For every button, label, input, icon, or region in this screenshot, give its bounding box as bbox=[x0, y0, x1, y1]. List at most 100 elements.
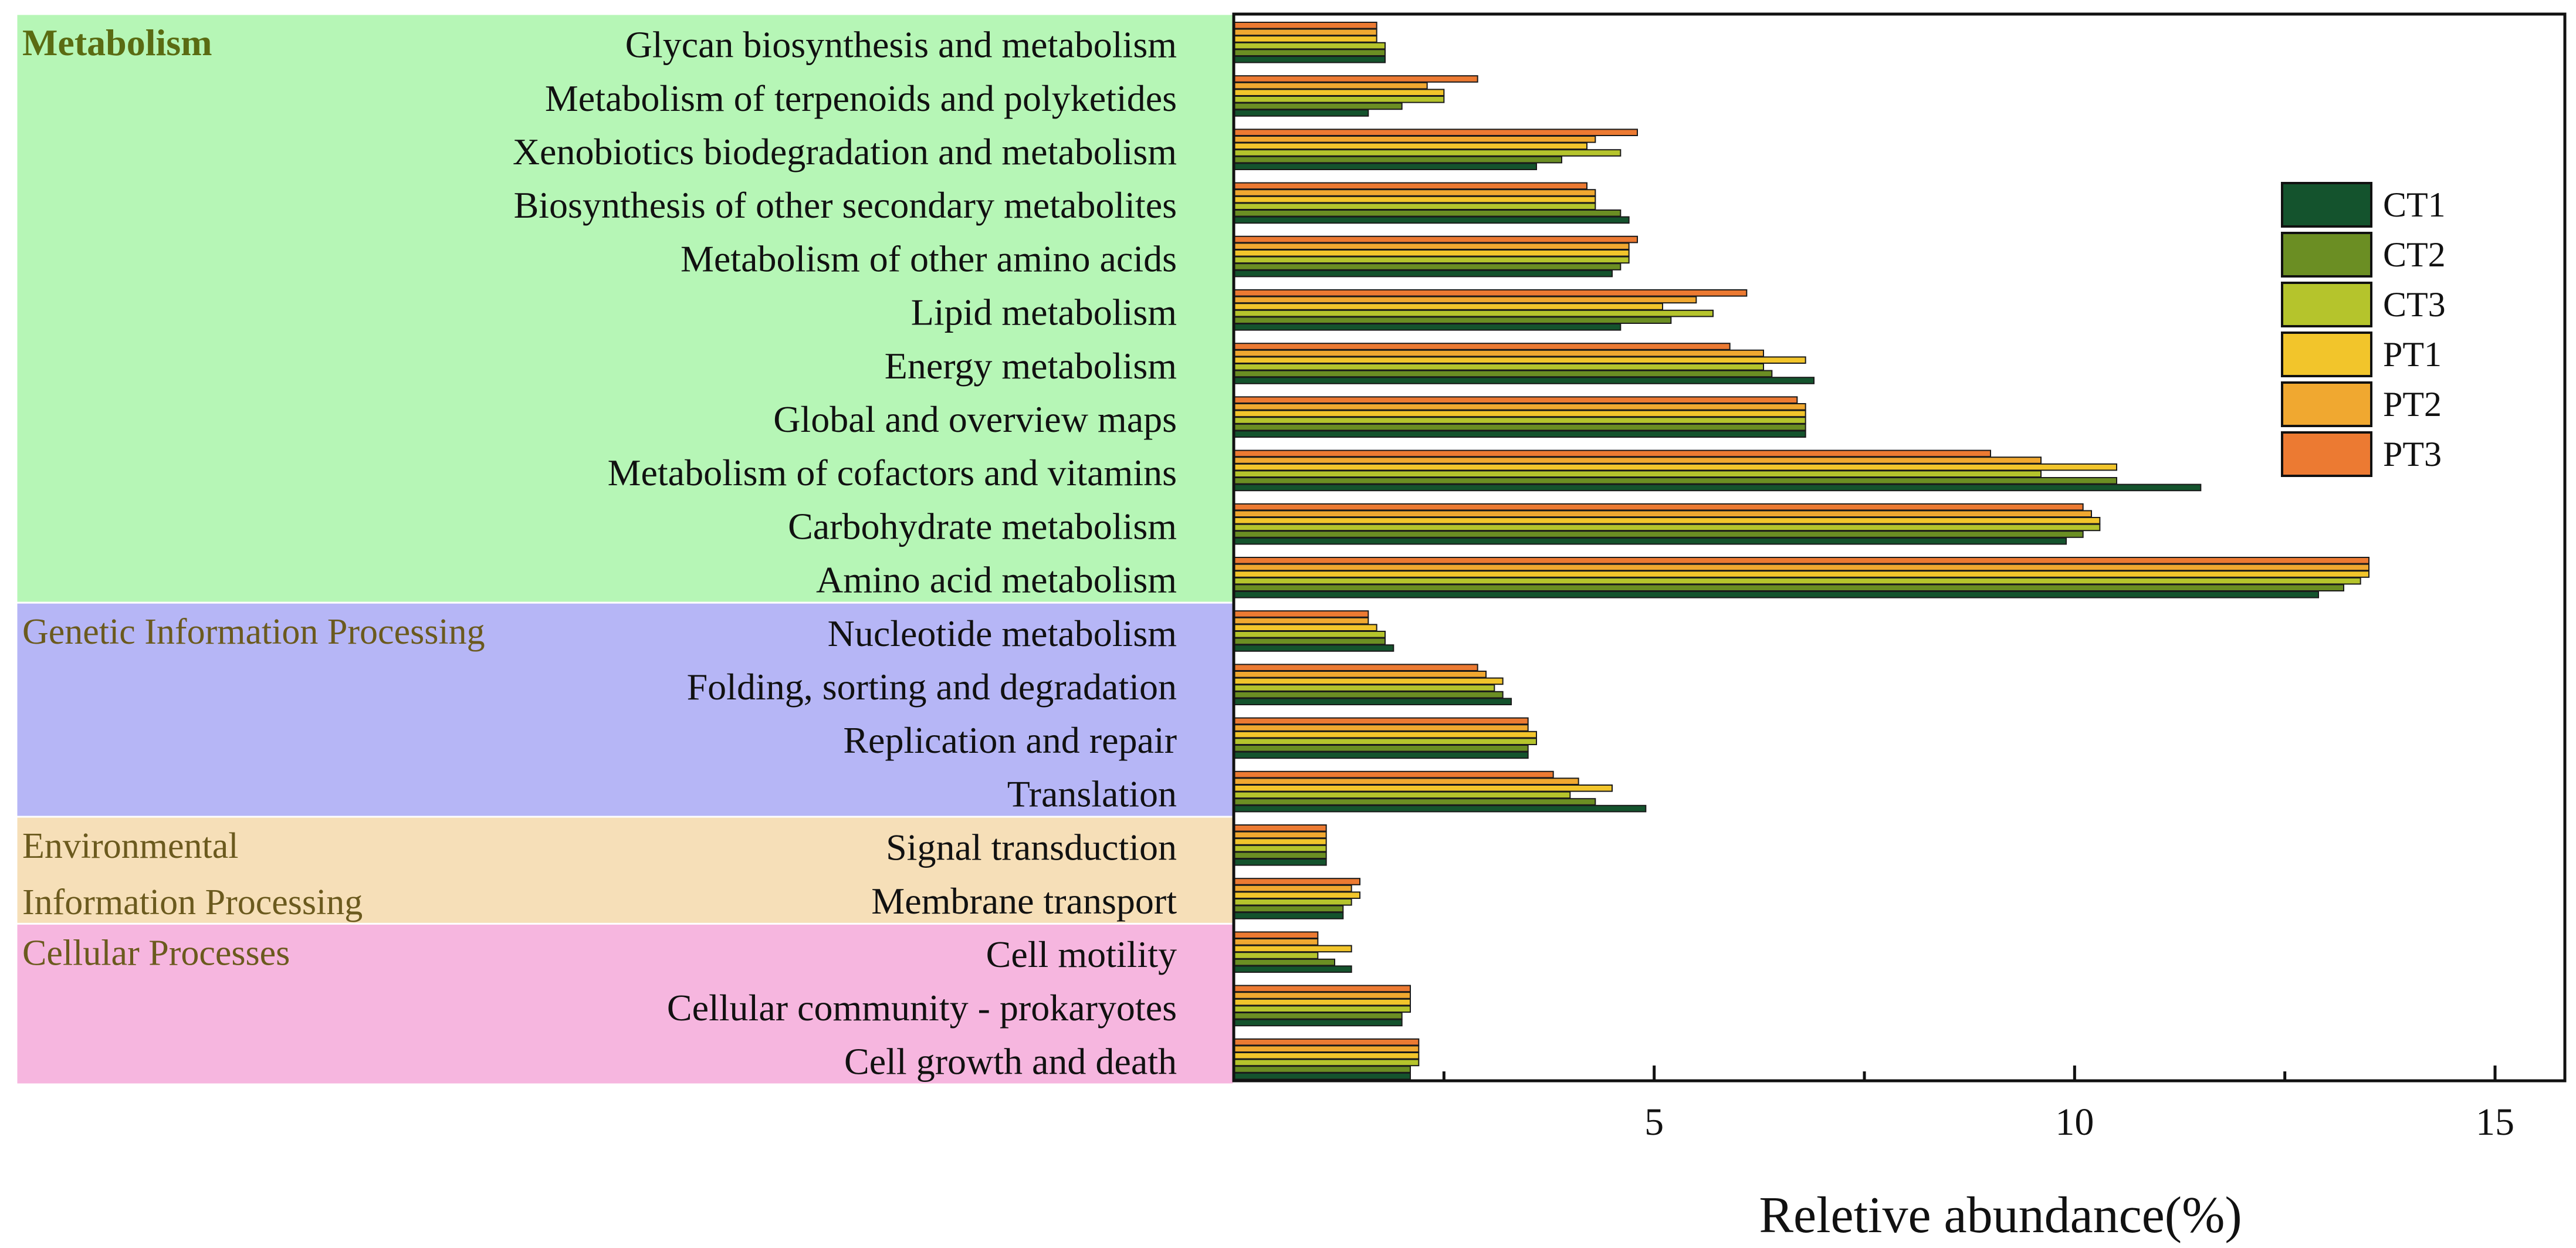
bar-pt1 bbox=[1233, 463, 2117, 471]
bar-pt1 bbox=[1233, 89, 1445, 96]
pathway-label: Metabolism of other amino acids bbox=[681, 238, 1177, 279]
bar-ct1 bbox=[1233, 430, 1806, 438]
pathway-label: Biosynthesis of other secondary metaboli… bbox=[514, 184, 1177, 226]
pathway-label: Global and overview maps bbox=[773, 398, 1177, 440]
bar-pt3 bbox=[1233, 449, 1991, 458]
bar-pt3 bbox=[1233, 557, 2369, 564]
bar-ct1 bbox=[1233, 56, 1386, 63]
x-tick-label: 15 bbox=[2476, 1101, 2514, 1144]
legend-swatch bbox=[2281, 282, 2372, 327]
bar-ct2 bbox=[1233, 423, 1806, 431]
bar-ct3 bbox=[1233, 952, 1319, 959]
bar-pt1 bbox=[1233, 838, 1327, 845]
legend-swatch bbox=[2281, 332, 2372, 377]
bar-ct3 bbox=[1233, 96, 1445, 103]
bar-ct1 bbox=[1233, 965, 1352, 973]
bar-ct2 bbox=[1233, 155, 1562, 164]
bar-ct2 bbox=[1233, 1066, 1411, 1073]
bar-pt3 bbox=[1233, 343, 1731, 350]
x-axis-title: Reletive abundance(%) bbox=[1759, 1187, 2242, 1244]
bar-ct2 bbox=[1233, 316, 1672, 324]
bar-pt2 bbox=[1233, 189, 1596, 197]
pathway-label: Lipid metabolism bbox=[911, 292, 1177, 333]
pathway-label: Cellular community - prokaryotes bbox=[667, 987, 1177, 1029]
bar-pt2 bbox=[1233, 831, 1327, 839]
bar-ct3 bbox=[1233, 738, 1537, 746]
pathway-label: Membrane transport bbox=[871, 880, 1177, 922]
bar-ct2 bbox=[1233, 584, 2344, 592]
legend-label: PT1 bbox=[2383, 335, 2442, 374]
legend-label: PT3 bbox=[2383, 435, 2442, 474]
bar-ct3 bbox=[1233, 523, 2101, 532]
legend-swatch bbox=[2281, 381, 2372, 427]
bar-ct2 bbox=[1233, 102, 1403, 110]
bar-pt2 bbox=[1233, 403, 1806, 411]
bar-pt1 bbox=[1233, 142, 1587, 150]
bar-ct1 bbox=[1233, 109, 1369, 117]
bar-ct3 bbox=[1233, 417, 1806, 424]
bar-pt1 bbox=[1233, 998, 1411, 1006]
category-band-environmental-information-processing bbox=[15, 816, 1235, 925]
pathway-label: Xenobiotics biodegradation and metabolis… bbox=[513, 131, 1177, 173]
bar-ct1 bbox=[1233, 644, 1394, 652]
bar-pt1 bbox=[1233, 35, 1377, 43]
bar-ct2 bbox=[1233, 49, 1386, 57]
x-axis: 5 10 15 bbox=[1232, 12, 2567, 1144]
bar-ct1 bbox=[1233, 698, 1512, 706]
bar-ct1 bbox=[1233, 751, 1529, 759]
bar-ct3 bbox=[1233, 256, 1630, 264]
bar-ct3 bbox=[1233, 1005, 1411, 1013]
bar-ct1 bbox=[1233, 377, 1815, 384]
bar-pt2 bbox=[1233, 296, 1697, 304]
bar-ct1 bbox=[1233, 163, 1537, 170]
bar-ct2 bbox=[1233, 637, 1386, 645]
bar-pt3 bbox=[1233, 985, 1411, 993]
bar-ct2 bbox=[1233, 477, 2117, 485]
bar-ct1 bbox=[1233, 858, 1327, 866]
bar-ct3 bbox=[1233, 844, 1327, 853]
bars bbox=[1233, 22, 2369, 1080]
bar-ct3 bbox=[1233, 470, 2042, 478]
category-band-cellular-processes bbox=[15, 922, 1235, 1085]
legend-swatch bbox=[2281, 182, 2372, 228]
pathway-label: Glycan biosynthesis and metabolism bbox=[625, 24, 1177, 66]
bar-ct1 bbox=[1233, 1019, 1403, 1027]
x-tick-label: 5 bbox=[1644, 1101, 1664, 1144]
category-label: Information Processing bbox=[22, 882, 363, 922]
bar-pt1 bbox=[1233, 1052, 1420, 1060]
bar-ct2 bbox=[1233, 370, 1773, 378]
bar-pt3 bbox=[1233, 770, 1554, 779]
bar-pt2 bbox=[1233, 992, 1411, 999]
legend-label: CT1 bbox=[2383, 185, 2446, 224]
bar-ct1 bbox=[1233, 269, 1613, 278]
pathway-label: Translation bbox=[1007, 773, 1177, 814]
bar-pt3 bbox=[1233, 182, 1587, 190]
pathway-label: Folding, sorting and degradation bbox=[687, 666, 1177, 708]
bar-pt2 bbox=[1233, 136, 1596, 143]
bar-ct2 bbox=[1233, 209, 1622, 217]
bar-ct1 bbox=[1233, 216, 1630, 224]
pathway-label: Amino acid metabolism bbox=[816, 559, 1177, 601]
bar-pt3 bbox=[1233, 128, 1638, 136]
pathway-label: Energy metabolism bbox=[885, 345, 1177, 387]
bar-ct3 bbox=[1233, 631, 1386, 638]
bar-ct3 bbox=[1233, 42, 1386, 50]
pathway-label: Nucleotide metabolism bbox=[828, 613, 1177, 654]
bar-pt2 bbox=[1233, 82, 1428, 90]
bar-ct2 bbox=[1233, 958, 1335, 966]
bar-pt2 bbox=[1233, 724, 1529, 732]
bar-ct3 bbox=[1233, 1058, 1420, 1067]
category-bands bbox=[15, 13, 1235, 1085]
bar-pt2 bbox=[1233, 563, 2369, 571]
bar-ct3 bbox=[1233, 898, 1352, 906]
bar-pt1 bbox=[1233, 730, 1537, 739]
plot-frame bbox=[1232, 12, 2567, 1083]
legend-label: CT3 bbox=[2383, 285, 2446, 324]
bar-pt3 bbox=[1233, 717, 1529, 725]
bar-pt2 bbox=[1233, 456, 2042, 464]
bar-pt1 bbox=[1233, 303, 1663, 310]
category-label: Metabolism bbox=[22, 22, 212, 63]
bar-ct3 bbox=[1233, 202, 1596, 210]
pathway-label: Metabolism of terpenoids and polyketides bbox=[545, 77, 1177, 119]
bar-pt3 bbox=[1233, 878, 1360, 885]
